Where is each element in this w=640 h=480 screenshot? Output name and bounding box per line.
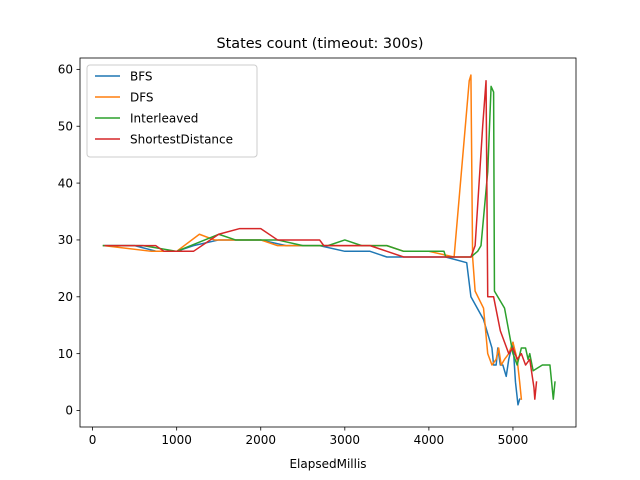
x-tick-label: 4000 <box>414 433 445 447</box>
plot-area <box>102 74 556 406</box>
x-tick-label: 2000 <box>245 433 276 447</box>
x-tick-label: 3000 <box>330 433 361 447</box>
series-line-interleaved <box>102 85 556 400</box>
y-axis-ticks: 0 10 20 30 40 50 60 <box>58 63 80 418</box>
axes-frame <box>79 57 577 428</box>
legend-label: DFS <box>130 90 154 104</box>
y-tick-label: 0 <box>65 404 73 418</box>
x-tick-label: 5000 <box>498 433 529 447</box>
series-line-shortestdistance <box>104 79 538 400</box>
axes-border <box>79 57 577 428</box>
chart-title: States count (timeout: 300s) <box>216 36 423 52</box>
x-axis-ticks: 0 1000 2000 3000 4000 5000 <box>89 427 528 447</box>
y-tick-label: 20 <box>58 290 73 304</box>
legend-label: Interleaved <box>130 111 198 125</box>
legend-label: BFS <box>130 69 153 83</box>
x-axis-label: ElapsedMillis <box>289 457 366 471</box>
legend-box <box>86 64 258 158</box>
y-tick-label: 10 <box>58 347 73 361</box>
x-tick-label: 0 <box>89 433 97 447</box>
y-tick-label: 40 <box>58 176 73 190</box>
y-tick-label: 50 <box>58 119 73 133</box>
y-tick-label: 30 <box>58 233 73 247</box>
legend: BFS DFS Interleaved ShortestDistance <box>86 64 258 158</box>
x-tick-label: 1000 <box>161 433 192 447</box>
legend-label: ShortestDistance <box>130 132 233 146</box>
y-tick-label: 60 <box>58 63 73 77</box>
